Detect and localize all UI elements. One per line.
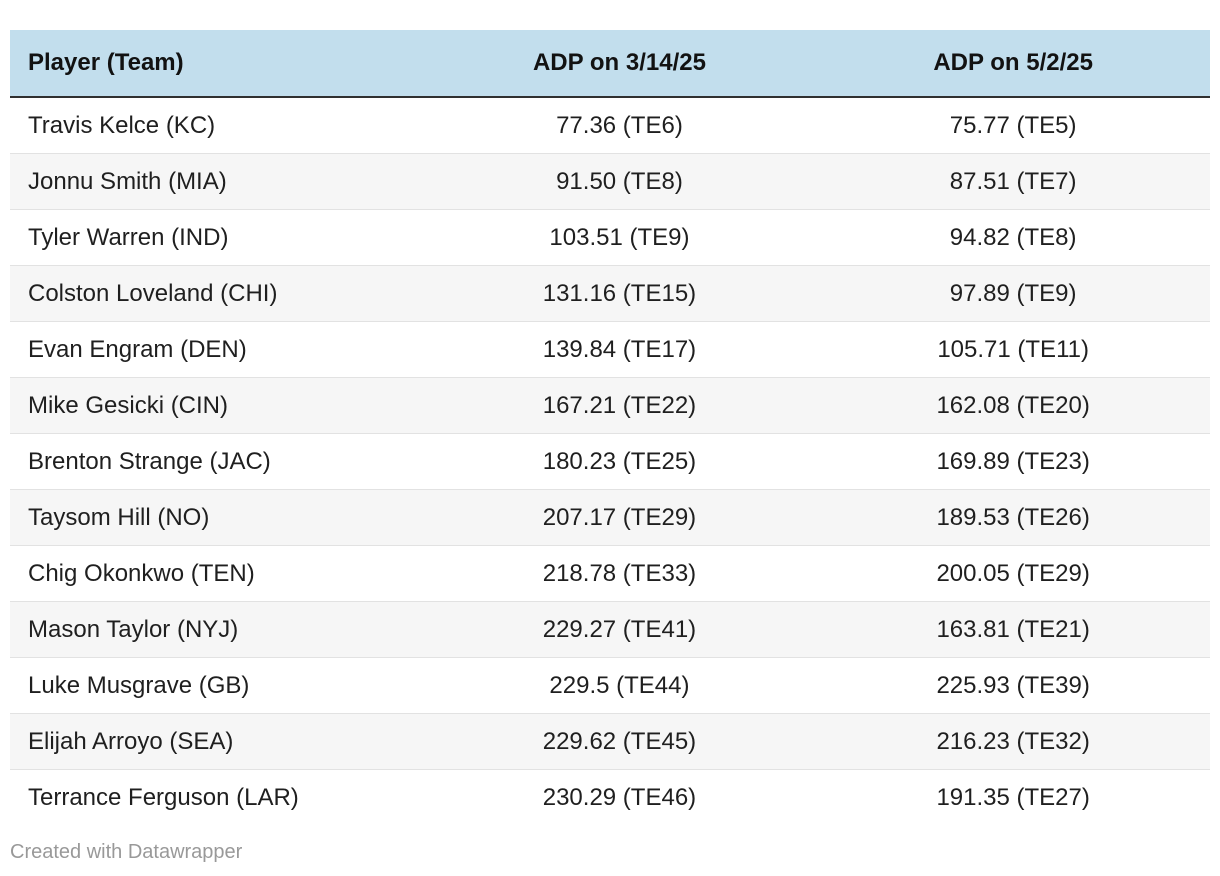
adp-cell: 91.50 (TE8) (422, 153, 817, 210)
adp-cell: 225.93 (TE39) (816, 657, 1210, 714)
adp-cell: 75.77 (TE5) (816, 97, 1210, 154)
adp-table: Player (Team) ADP on 3/14/25 ADP on 5/2/… (10, 30, 1210, 825)
player-cell: Evan Engram (DEN) (10, 321, 423, 378)
table-header: Player (Team) ADP on 3/14/25 ADP on 5/2/… (10, 30, 1210, 98)
player-cell: Taysom Hill (NO) (10, 489, 423, 546)
attribution-bar: Created with Datawrapper (10, 841, 242, 864)
adp-cell: 105.71 (TE11) (816, 321, 1210, 378)
table-row: Elijah Arroyo (SEA) 229.62 (TE45) 216.23 (… (10, 713, 1210, 770)
table-row: Evan Engram (DEN) 139.84 (TE17) 105.71 (TE… (10, 321, 1210, 378)
adp-cell: 207.17 (TE29) (422, 489, 817, 546)
header-player-team: Player (Team) (10, 30, 423, 98)
player-cell: Travis Kelce (KC) (10, 97, 423, 154)
adp-cell: 97.89 (TE9) (816, 265, 1210, 322)
adp-cell: 216.23 (TE32) (816, 713, 1210, 770)
adp-cell: 167.21 (TE22) (422, 377, 817, 434)
table-row: Chig Okonkwo (TEN) 218.78 (TE33) 200.05 (T… (10, 545, 1210, 602)
adp-cell: 229.5 (TE44) (422, 657, 817, 714)
adp-cell: 230.29 (TE46) (422, 769, 817, 825)
adp-cell: 200.05 (TE29) (816, 545, 1210, 602)
adp-cell: 131.16 (TE15) (422, 265, 817, 322)
header-adp-3-14-25: ADP on 3/14/25 (422, 30, 817, 98)
adp-cell: 94.82 (TE8) (816, 209, 1210, 266)
adp-cell: 87.51 (TE7) (816, 153, 1210, 210)
player-cell: Mike Gesicki (CIN) (10, 377, 423, 434)
player-cell: Jonnu Smith (MIA) (10, 153, 423, 210)
adp-cell: 163.81 (TE21) (816, 601, 1210, 658)
table-row: Tyler Warren (IND) 103.51 (TE9) 94.82 (TE8… (10, 209, 1210, 266)
table-row: Mason Taylor (NYJ) 229.27 (TE41) 163.81 (T… (10, 601, 1210, 658)
datawrapper-credit-link[interactable]: Created with Datawrapper (10, 841, 243, 863)
player-cell: Colston Loveland (CHI) (10, 265, 423, 322)
table-row: Terrance Ferguson (LAR) 230.29 (TE46) 191.… (10, 769, 1210, 825)
table-row: Mike Gesicki (CIN) 167.21 (TE22) 162.08 (T… (10, 377, 1210, 434)
adp-cell: 229.62 (TE45) (422, 713, 817, 770)
header-row: Player (Team) ADP on 3/14/25 ADP on 5/2/… (10, 30, 1210, 98)
adp-cell: 169.89 (TE23) (816, 433, 1210, 490)
player-cell: Luke Musgrave (GB) (10, 657, 423, 714)
table-body: Travis Kelce (KC) 77.36 (TE6) 75.77 (TE5) J… (10, 97, 1210, 825)
player-cell: Chig Okonkwo (TEN) (10, 545, 423, 602)
player-cell: Mason Taylor (NYJ) (10, 601, 423, 658)
table-row: Colston Loveland (CHI) 131.16 (TE15) 97.89… (10, 265, 1210, 322)
adp-cell: 103.51 (TE9) (422, 209, 817, 266)
adp-cell: 191.35 (TE27) (816, 769, 1210, 825)
table-row: Travis Kelce (KC) 77.36 (TE6) 75.77 (TE5) (10, 97, 1210, 154)
adp-cell: 162.08 (TE20) (816, 377, 1210, 434)
adp-cell: 218.78 (TE33) (422, 545, 817, 602)
adp-cell: 139.84 (TE17) (422, 321, 817, 378)
header-adp-5-2-25: ADP on 5/2/25 (816, 30, 1210, 98)
table-row: Jonnu Smith (MIA) 91.50 (TE8) 87.51 (TE7) (10, 153, 1210, 210)
adp-cell: 229.27 (TE41) (422, 601, 817, 658)
player-cell: Tyler Warren (IND) (10, 209, 423, 266)
table-row: Taysom Hill (NO) 207.17 (TE29) 189.53 (TE2… (10, 489, 1210, 546)
table-row: Brenton Strange (JAC) 180.23 (TE25) 169.89… (10, 433, 1210, 490)
player-cell: Terrance Ferguson (LAR) (10, 769, 423, 825)
player-cell: Elijah Arroyo (SEA) (10, 713, 423, 770)
table-row: Luke Musgrave (GB) 229.5 (TE44) 225.93 (TE… (10, 657, 1210, 714)
player-cell: Brenton Strange (JAC) (10, 433, 423, 490)
adp-cell: 189.53 (TE26) (816, 489, 1210, 546)
adp-cell: 180.23 (TE25) (422, 433, 817, 490)
adp-cell: 77.36 (TE6) (422, 97, 817, 154)
